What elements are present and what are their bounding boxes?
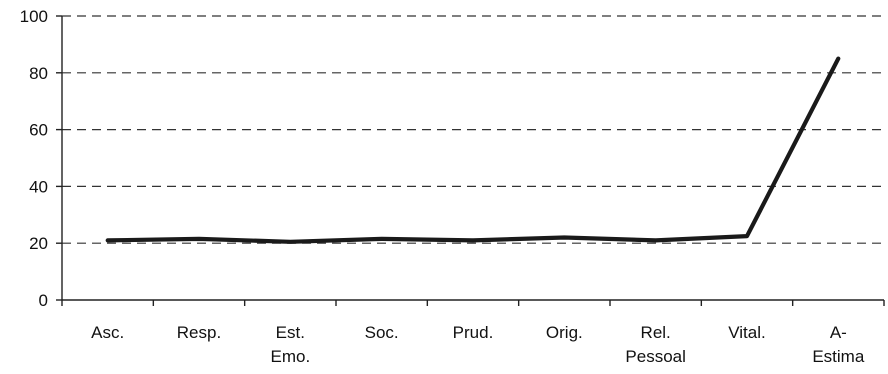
x-tick-label-line: Resp. [177,323,221,342]
x-tick-labels: Asc. Resp. Est. Emo. Soc. Prud. Orig. Rel. Pesso… [91,323,865,366]
x-tick-label-line: Soc. [365,323,399,342]
x-tick-label-line: Vital. [728,323,766,342]
gridlines [62,15,884,244]
x-tick-label-line: A- [830,323,847,342]
x-tick-label: Asc. [91,323,124,342]
x-tick-label: Soc. [365,323,399,342]
axes [56,15,885,306]
x-tick-label-line: Asc. [91,323,124,342]
x-tick-label-line: Pessoal [625,347,685,366]
x-tick-label-line: Prud. [453,323,494,342]
x-tick-label: Rel. Pessoal [625,323,685,366]
x-tick-label: Resp. [177,323,221,342]
x-tick-label-line: Estima [812,347,865,366]
x-tick-label-line: Emo. [270,347,310,366]
y-tick-label: 100 [20,7,48,26]
x-tick-label: Orig. [546,323,583,342]
x-tick-label: Est. Emo. [270,323,310,366]
y-tick-label: 80 [29,64,48,83]
y-tick-labels: 0 20 40 60 80 100 [20,7,48,310]
series-line-0 [105,56,841,244]
x-tick-label: A- Estima [812,323,865,366]
x-tick-label: Prud. [453,323,494,342]
series [105,56,841,244]
x-tick-label-line: Rel. [641,323,671,342]
x-tick-label-line: Orig. [546,323,583,342]
x-tick-label: Vital. [728,323,766,342]
y-tick-label: 40 [29,177,48,196]
y-tick-label: 0 [39,291,48,310]
y-tick-label: 60 [29,121,48,140]
x-tick-label-line: Est. [276,323,305,342]
y-tick-label: 20 [29,234,48,253]
